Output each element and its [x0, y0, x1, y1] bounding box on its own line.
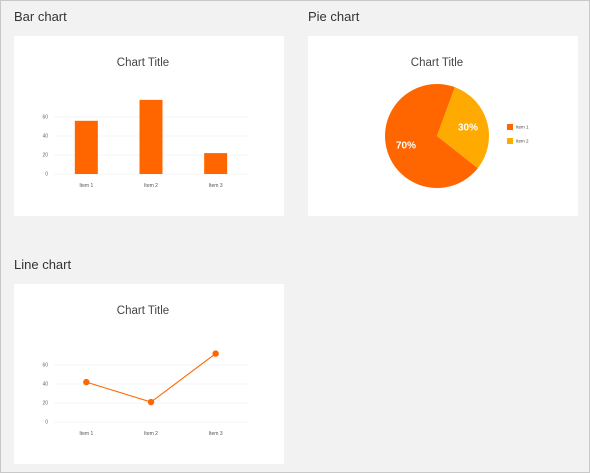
line-chart-title: Chart Title — [117, 305, 169, 317]
bar-chart-y-tick-label: 60 — [42, 115, 48, 121]
pie-chart-section-label: Pie chart — [308, 9, 360, 24]
pie-slice-2[interactable] — [437, 87, 489, 169]
bar-chart-x-label: Item 1 — [79, 183, 93, 189]
line-point-2[interactable] — [147, 398, 155, 406]
line-chart-y-tick-label: 60 — [42, 363, 48, 369]
line-chart-x-label: Item 2 — [144, 431, 158, 437]
bar-chart-y-tick-label: 0 — [45, 172, 48, 178]
line-chart-y-tick-label: 40 — [42, 382, 48, 388]
pie-chart: Chart Title 70% 30% Item 1 Item 2 — [385, 57, 529, 188]
bar-chart-title: Chart Title — [117, 57, 169, 69]
bar-chart-section-label: Bar chart — [14, 9, 67, 24]
line-point-1[interactable] — [83, 378, 90, 386]
bar-chart-card: Chart Title 0 20 40 60 Item 1 Item 2 Item 3 — [14, 36, 284, 216]
line-chart-x-label: Item 1 — [79, 431, 93, 437]
line-chart-y-tick-label: 20 — [42, 401, 48, 407]
pie-slice-label-2: 30% — [458, 123, 478, 134]
line-chart-section-label: Line chart — [14, 257, 72, 272]
line-chart-y-tick-label: 0 — [45, 420, 48, 426]
bar-1[interactable] — [74, 120, 98, 174]
bar-3[interactable] — [204, 153, 228, 174]
bar-chart-x-label: Item 2 — [144, 183, 158, 189]
line-point-3[interactable] — [212, 350, 219, 357]
legend-label-2: Item 2 — [516, 139, 529, 144]
bar-2[interactable] — [139, 99, 163, 174]
pie-chart-title: Chart Title — [411, 57, 463, 69]
legend-label-1: Item 1 — [516, 125, 529, 130]
line-series — [86, 353, 216, 403]
legend-swatch-2 — [507, 138, 513, 144]
pie-chart-card: Chart Title 70% 30% Item 1 Item 2 — [308, 36, 578, 216]
pie-slice-label-1: 70% — [396, 140, 416, 151]
line-chart-card: Chart Title 0 20 40 60 Item 1 Item 2 Item 3 — [14, 284, 284, 464]
bar-chart-x-label: Item 3 — [209, 183, 223, 189]
line-chart: Chart Title 0 20 40 60 Item 1 Item 2 Item 3 — [42, 305, 248, 437]
line-chart-x-label: Item 3 — [209, 431, 223, 437]
bar-chart-y-tick-label: 20 — [42, 153, 48, 159]
bar-chart-y-tick-label: 40 — [42, 134, 48, 140]
pie-slice-1[interactable] — [385, 83, 478, 188]
bar-chart: Chart Title 0 20 40 60 Item 1 Item 2 Item 3 — [42, 57, 248, 189]
legend-swatch-1 — [507, 124, 513, 130]
